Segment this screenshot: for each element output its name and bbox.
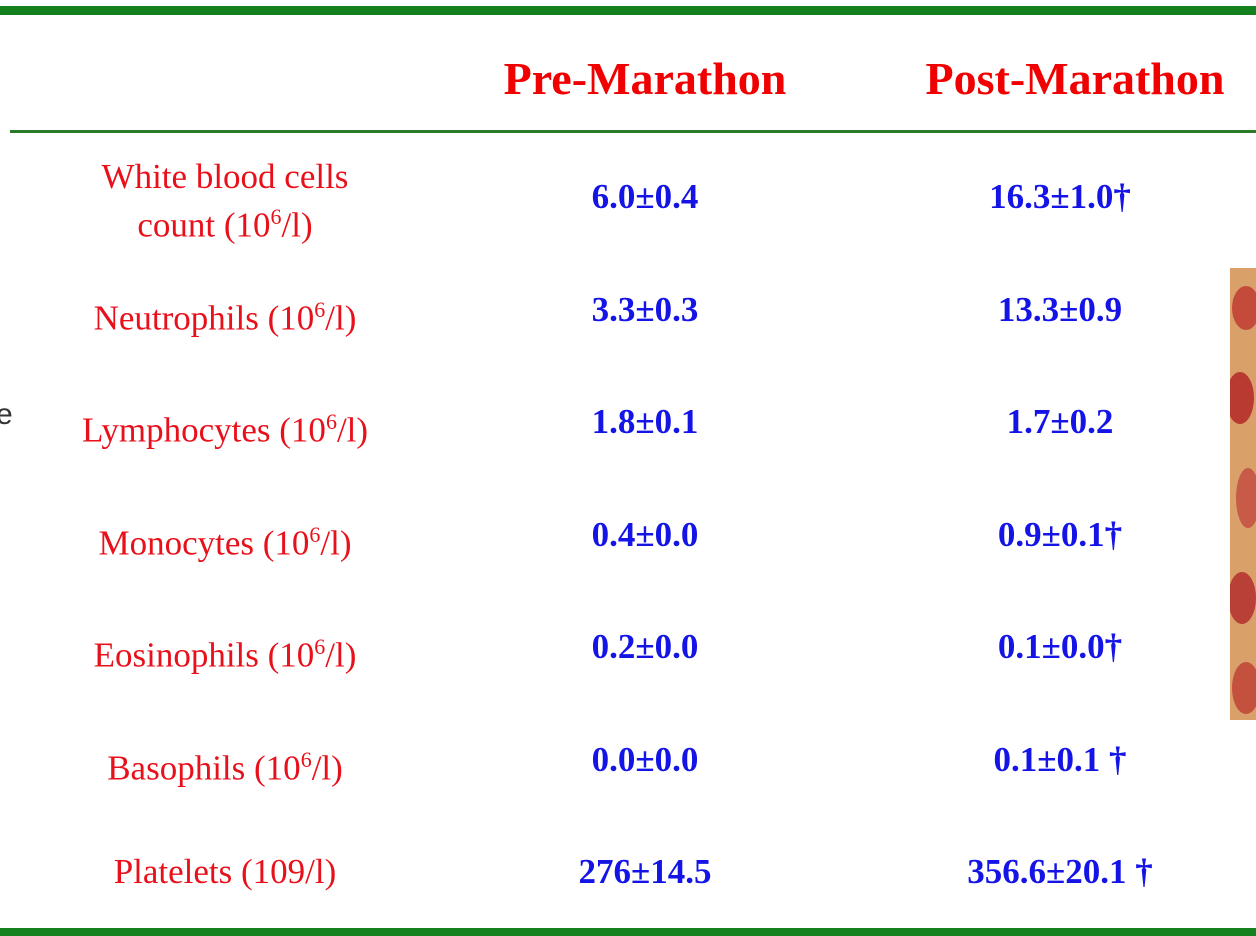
row-label-line: Eosinophils (106/l) [15, 627, 435, 676]
background-fragment: e [0, 398, 13, 432]
column-header: Pre-Marathon [435, 52, 855, 105]
bottom-rule [0, 928, 1256, 936]
row-label-exponent: 6 [309, 522, 320, 547]
pre-value: 3.3±0.3 [455, 290, 835, 330]
post-value: 0.1±0.1 † [870, 740, 1250, 780]
row-label-text: Neutrophils (10 [94, 298, 315, 337]
row-label-text: count (10 [137, 206, 270, 245]
pre-value: 0.2±0.0 [455, 627, 835, 667]
row-label: Neutrophils (106/l) [15, 290, 435, 339]
row-label-unit: /l) [282, 206, 313, 245]
row-label-line: Lymphocytes (106/l) [15, 402, 435, 451]
row-label-unit: /l) [312, 748, 343, 787]
row-label-unit: /l) [337, 411, 368, 450]
row-label-text: Eosinophils (10 [94, 636, 315, 675]
pre-value: 1.8±0.1 [455, 402, 835, 442]
post-value: 1.7±0.2 [870, 402, 1250, 442]
row-label-unit: /l) [325, 636, 356, 675]
post-value: 0.1±0.0† [870, 627, 1250, 667]
row-label: Monocytes (106/l) [15, 515, 435, 564]
post-value: 16.3±1.0† [870, 177, 1250, 217]
slide: e Pre-MarathonPost-Marathon White blood c… [0, 0, 1256, 936]
top-rule [0, 6, 1256, 15]
row-label: Lymphocytes (106/l) [15, 402, 435, 451]
row-label-exponent: 6 [314, 634, 325, 659]
row-label-text: White blood cells [102, 157, 349, 196]
row-label-exponent: 6 [301, 747, 312, 772]
row-label-unit: /l) [320, 523, 351, 562]
pre-value: 0.4±0.0 [455, 515, 835, 555]
post-value: 13.3±0.9 [870, 290, 1250, 330]
row-label-unit: /l) [325, 298, 356, 337]
row-label: Eosinophils (106/l) [15, 627, 435, 676]
row-label-exponent: 6 [314, 297, 325, 322]
post-value: 0.9±0.1† [870, 515, 1250, 555]
row-label: Platelets (109/l) [15, 852, 435, 892]
column-header: Post-Marathon [865, 52, 1256, 105]
row-label-text: Lymphocytes (10 [82, 411, 326, 450]
row-label-text: Monocytes (10 [98, 523, 309, 562]
row-label-line: Basophils (106/l) [15, 740, 435, 789]
row-label-exponent: 6 [326, 409, 337, 434]
pre-value: 6.0±0.4 [455, 177, 835, 217]
header-rule [10, 130, 1256, 133]
row-label-exponent: 6 [271, 204, 282, 229]
row-label-line: Neutrophils (106/l) [15, 290, 435, 339]
pre-value: 276±14.5 [455, 852, 835, 892]
post-value: 356.6±20.1 † [870, 852, 1250, 892]
row-label: Basophils (106/l) [15, 740, 435, 789]
row-label-line: count (106/l) [15, 197, 435, 246]
row-label-line: Monocytes (106/l) [15, 515, 435, 564]
row-label-line: Platelets (109/l) [15, 852, 435, 892]
row-label-text: Basophils (10 [107, 748, 300, 787]
pre-value: 0.0±0.0 [455, 740, 835, 780]
row-label-line: White blood cells [15, 157, 435, 197]
row-label-text: Platelets (109/l) [114, 852, 337, 891]
